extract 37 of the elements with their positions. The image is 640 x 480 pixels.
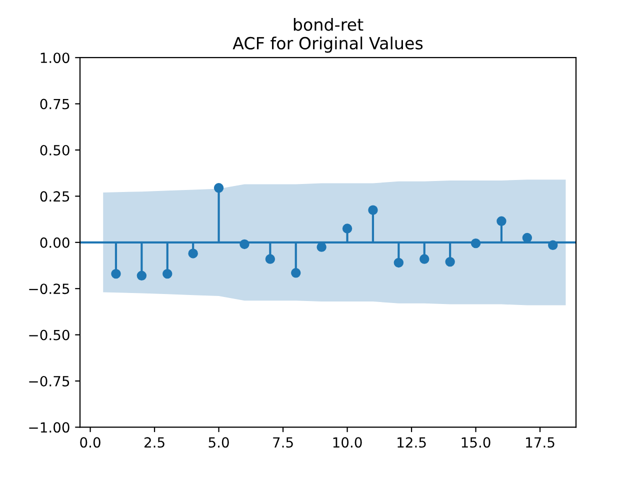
point <box>316 242 326 252</box>
point <box>162 268 172 279</box>
y-tick-label: −0.50 <box>29 330 70 340</box>
x-tick-label: 12.5 <box>398 437 426 448</box>
point <box>368 205 378 215</box>
point <box>496 216 506 226</box>
y-tick-label: −0.75 <box>29 376 70 386</box>
point <box>265 254 276 264</box>
y-tick-label: −1.00 <box>29 422 70 433</box>
x-tick-label: 15.0 <box>462 437 490 448</box>
point <box>291 268 301 278</box>
x-tick-label: 5.0 <box>208 437 229 448</box>
x-tick-label: 7.5 <box>273 437 293 448</box>
point <box>548 240 558 250</box>
chart-subtitle: ACF for Original Values <box>232 36 423 53</box>
y-tick-label: 0.50 <box>40 144 70 156</box>
point <box>136 270 147 281</box>
x-tick-label: 17.5 <box>526 437 554 448</box>
y-tick-label: 0.00 <box>40 237 70 248</box>
point <box>394 258 404 268</box>
y-tick-label: −0.25 <box>29 284 70 294</box>
x-tick-label: 0.0 <box>80 437 100 448</box>
x-tick-label: 2.5 <box>144 437 164 448</box>
point <box>240 239 250 250</box>
point <box>522 232 532 243</box>
y-tick-label: 1.00 <box>40 52 70 64</box>
point <box>214 183 224 193</box>
point <box>445 256 455 267</box>
y-tick-label: 0.25 <box>40 191 70 202</box>
point <box>188 248 198 258</box>
point <box>470 238 481 248</box>
point <box>342 224 352 234</box>
point <box>111 268 121 279</box>
chart-title: bond-ret <box>294 18 364 31</box>
point <box>420 254 430 264</box>
x-tick-label: 10.0 <box>333 437 362 448</box>
y-tick-label: 0.75 <box>40 98 70 110</box>
